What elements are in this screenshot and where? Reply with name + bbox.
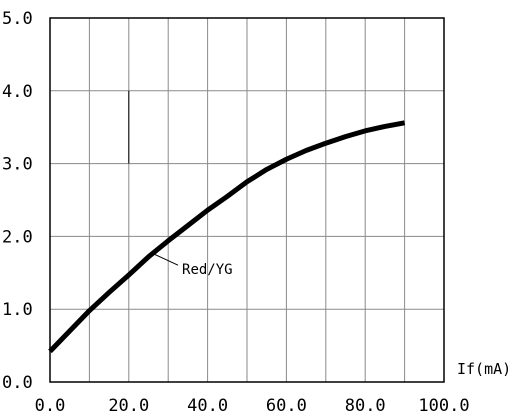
series-line-0 — [48, 120, 406, 354]
x-tick-label: 40.0 — [187, 396, 228, 416]
y-tick-label: 3.0 — [2, 155, 33, 175]
series — [48, 120, 406, 354]
y-tick-label: 0.0 — [2, 373, 33, 393]
y-tick-label: 2.0 — [2, 227, 33, 247]
tick-labels: 0.0 1.0 2.0 3.0 4.0 5.0 0.0 20.0 40.0 60.0 80.0 100… — [2, 9, 511, 416]
annotation-label: Red/YG — [182, 262, 233, 278]
y-tick-label: 1.0 — [2, 300, 33, 320]
x-axis-label: If(mA) — [457, 360, 511, 378]
x-tick-label: 60.0 — [266, 396, 307, 416]
plot-frame — [49, 17, 445, 383]
x-tick-label: 80.0 — [345, 396, 386, 416]
x-tick-label: 0.0 — [35, 396, 66, 416]
x-tick-label: 20.0 — [108, 396, 149, 416]
y-tick-label: 4.0 — [2, 82, 33, 102]
axes — [49, 17, 445, 383]
y-tick-label: 5.0 — [2, 9, 33, 29]
annotation-leader — [151, 252, 179, 266]
x-tick-label: 100.0 — [418, 396, 469, 416]
grid — [50, 18, 444, 382]
annotations: Red/YG — [151, 252, 233, 278]
